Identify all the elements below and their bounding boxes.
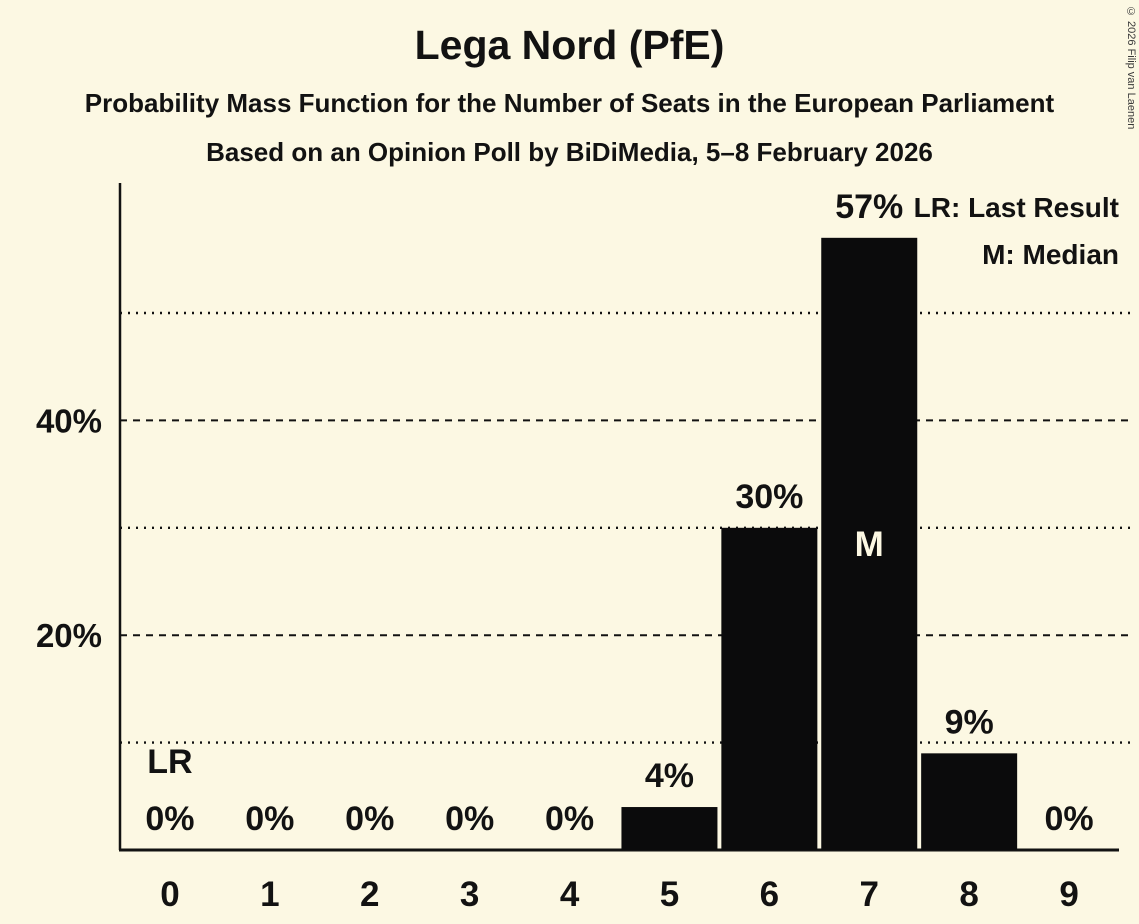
bar-value-label-3: 0% [445, 800, 494, 838]
x-tick-label-7: 7 [860, 875, 879, 914]
bar-value-label-9: 0% [1044, 800, 1093, 838]
bar-value-label-6: 30% [735, 478, 803, 516]
legend-last-result: LR: Last Result [913, 192, 1119, 223]
bar-value-label-4: 0% [545, 800, 594, 838]
last-result-marker: LR [147, 743, 192, 781]
x-tick-label-6: 6 [760, 875, 779, 914]
bar-value-label-1: 0% [245, 800, 294, 838]
copyright-notice: © 2026 Filip van Laenen [1125, 6, 1137, 130]
median-marker: M [855, 525, 884, 564]
bar-value-label-0: 0% [145, 800, 194, 838]
bar-value-label-5: 4% [645, 757, 694, 795]
legend-median: M: Median [982, 239, 1119, 270]
bar-seat-6 [721, 527, 818, 850]
x-tick-label-1: 1 [260, 875, 279, 914]
chart-legend: LR: Last Result M: Median [914, 184, 1119, 278]
chart-subtitle: Probability Mass Function for the Number… [84, 88, 1055, 118]
y-tick-label-20: 20% [36, 617, 102, 654]
x-tick-label-0: 0 [160, 875, 179, 914]
x-tick-label-5: 5 [660, 875, 679, 914]
bar-seat-5 [621, 807, 718, 850]
x-tick-label-3: 3 [460, 875, 479, 914]
y-tick-label-40: 40% [36, 402, 102, 439]
x-tick-label-4: 4 [560, 875, 580, 914]
x-tick-label-9: 9 [1059, 875, 1078, 914]
bar-value-label-7: 57% [835, 188, 903, 226]
bar-seat-7 [821, 237, 918, 850]
chart-title: Lega Nord (PfE) [414, 22, 725, 68]
x-tick-label-2: 2 [360, 875, 379, 914]
bar-seat-8 [921, 753, 1018, 850]
bar-value-label-2: 0% [345, 800, 394, 838]
chart-poll-info: Based on an Opinion Poll by BiDiMedia, 5… [206, 137, 933, 167]
x-tick-label-8: 8 [959, 875, 978, 914]
bar-value-label-8: 9% [945, 703, 994, 741]
